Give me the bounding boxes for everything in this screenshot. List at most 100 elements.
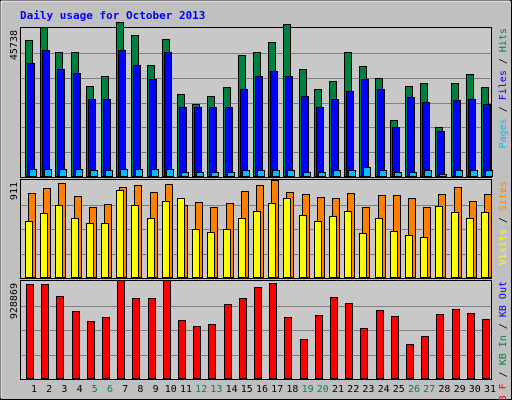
bar-kb-f-day-24: [376, 310, 384, 379]
x-tick-label-day-6: 6: [107, 384, 113, 395]
bar-visits-day-29: [451, 212, 459, 278]
bar-kb-f-day-16: [254, 287, 262, 379]
bar-files-day-24: [377, 89, 385, 177]
bar-files-day-12: [194, 107, 202, 177]
bar-pages-day-23: [363, 167, 371, 177]
legend-visits: Visits: [498, 229, 509, 265]
bar-kb-f-day-6: [102, 317, 110, 379]
bar-visits-day-4: [71, 218, 79, 278]
bar-pages-day-21: [333, 170, 341, 177]
bottom-max-label: 928869: [9, 283, 20, 319]
x-tick-label-day-7: 7: [122, 384, 128, 395]
bar-kb-f-day-18: [284, 317, 292, 379]
bar-visits-day-1: [25, 221, 33, 278]
bar-files-day-27: [422, 102, 430, 177]
top-max-label: 45738: [9, 30, 20, 60]
legend-separator: /: [498, 365, 509, 383]
x-tick-label-day-22: 22: [347, 384, 359, 395]
x-tick-label-day-14: 14: [226, 384, 238, 395]
bar-visits-day-19: [299, 215, 307, 278]
bar-pages-day-9: [151, 169, 159, 177]
bar-kb-f-day-28: [436, 314, 444, 379]
x-tick-label-day-19: 19: [302, 384, 314, 395]
bar-files-day-31: [483, 104, 491, 177]
bar-visits-day-26: [405, 235, 413, 278]
bar-visits-day-11: [177, 198, 185, 278]
bar-visits-day-7: [116, 190, 124, 278]
x-tick-label-day-20: 20: [317, 384, 329, 395]
bar-pages-day-4: [75, 169, 83, 177]
bar-visits-day-27: [420, 237, 428, 278]
bar-kb-f-day-4: [72, 311, 80, 379]
x-tick-label-day-17: 17: [271, 384, 283, 395]
bar-files-day-22: [346, 91, 354, 177]
x-tick-label-day-4: 4: [77, 384, 83, 395]
bar-kb-f-day-27: [421, 336, 429, 379]
bar-files-day-5: [88, 99, 96, 177]
x-axis-day-labels: 1 2 3 4 5 6 7 8 9 10 11 12 13 14 15 16 17 18 19 20 21 22 23 24 2…: [31, 384, 496, 395]
bar-visits-day-30: [466, 218, 474, 278]
bar-files-day-14: [225, 107, 233, 177]
bar-visits-day-20: [314, 221, 322, 278]
bar-pages-day-3: [59, 169, 67, 177]
x-tick-label-day-16: 16: [256, 384, 268, 395]
x-tick-label-day-31: 31: [484, 384, 496, 395]
x-tick-label-day-2: 2: [46, 384, 52, 395]
bar-pages-day-24: [379, 170, 387, 177]
bar-kb-f-day-2: [41, 284, 49, 379]
bar-pages-day-19: [303, 172, 311, 177]
bar-kb-f-day-29: [452, 309, 460, 379]
bar-files-day-3: [57, 69, 65, 177]
legend-separator: /: [498, 100, 509, 118]
x-tick-label-day-12: 12: [195, 384, 207, 395]
bar-files-day-18: [285, 76, 293, 177]
x-tick-label-day-27: 27: [423, 384, 435, 395]
legend-pages-files-hits: Pages / Files / Hits: [498, 28, 509, 148]
bar-kb-f-day-23: [360, 328, 368, 379]
bar-files-day-28: [437, 131, 445, 177]
legend-separator: /: [498, 211, 509, 229]
bar-pages-day-18: [287, 170, 295, 177]
bar-files-day-2: [42, 50, 50, 177]
bar-kb-f-day-9: [148, 298, 156, 379]
bar-files-day-10: [164, 52, 172, 177]
bar-kb-f-day-22: [345, 303, 353, 379]
x-tick-label-day-23: 23: [362, 384, 374, 395]
bar-files-day-17: [270, 71, 278, 177]
bar-visits-day-6: [101, 223, 109, 278]
bar-visits-day-5: [86, 223, 94, 278]
x-tick-label-day-28: 28: [438, 384, 450, 395]
bar-files-day-1: [27, 63, 35, 177]
bar-pages-day-20: [318, 172, 326, 177]
bar-visits-day-8: [131, 205, 139, 278]
x-tick-label-day-8: 8: [137, 384, 143, 395]
bar-visits-day-24: [375, 218, 383, 278]
bar-files-day-19: [301, 96, 309, 177]
bar-visits-day-16: [253, 211, 261, 278]
legend-separator: /: [498, 317, 509, 335]
bar-files-day-15: [240, 89, 248, 177]
bar-files-day-7: [118, 50, 126, 177]
bar-files-day-9: [149, 79, 157, 177]
bar-visits-day-9: [147, 218, 155, 278]
bar-pages-day-26: [409, 172, 417, 177]
bar-visits-day-3: [55, 205, 63, 278]
bar-pages-day-31: [485, 170, 493, 177]
bar-kb-f-day-26: [406, 344, 414, 379]
bar-kb-f-day-5: [87, 321, 95, 379]
x-tick-label-day-15: 15: [241, 384, 253, 395]
bar-kb-f-day-3: [56, 296, 64, 379]
bar-kb-f-day-25: [391, 316, 399, 379]
bar-kb-f-day-11: [178, 320, 186, 379]
bar-visits-day-21: [329, 216, 337, 278]
bar-pages-day-28: [439, 174, 447, 177]
bar-files-day-26: [407, 97, 415, 177]
bar-visits-day-15: [238, 218, 246, 278]
bar-pages-day-17: [272, 170, 280, 177]
bar-files-day-30: [468, 99, 476, 177]
legend-kb-out: KB Out: [498, 281, 509, 317]
bar-pages-day-14: [227, 172, 235, 177]
bar-pages-day-7: [120, 169, 128, 177]
bar-visits-day-17: [268, 203, 276, 278]
bar-pages-day-15: [242, 170, 250, 177]
